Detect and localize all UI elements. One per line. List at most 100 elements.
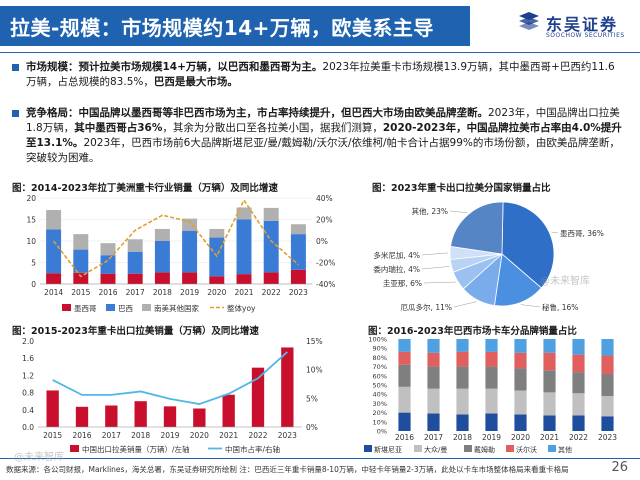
- bar-墨西哥: [209, 276, 225, 284]
- legend-label: 巴西: [118, 304, 133, 313]
- pie-slice: [501, 201, 555, 289]
- bullet-square-icon: [12, 64, 19, 71]
- bar-其他: [427, 339, 440, 353]
- y-tick-label: 10: [26, 237, 36, 246]
- bar-沃尔沃: [485, 351, 498, 367]
- pie-leader: [421, 252, 449, 256]
- bullet-square-icon: [12, 110, 19, 117]
- bar-南美其他国家: [73, 234, 89, 250]
- share-line: [52, 351, 288, 405]
- y2-tick-label: 10%: [306, 366, 323, 375]
- bar-南美其他国家: [236, 207, 252, 220]
- legend-label: 大众/曼: [424, 445, 447, 454]
- bar-大众/曼: [514, 390, 527, 415]
- y2-tick-label: 15%: [306, 337, 323, 346]
- legend-label: 南美其他国家: [154, 303, 199, 313]
- bar-大众/曼: [543, 392, 556, 416]
- bar-南美其他国家: [154, 228, 170, 241]
- bullet-lead: 市场规模：: [26, 61, 79, 73]
- bullet-bold: 中国品牌以墨西哥等非巴西市场为主，市占率持续提升，但巴西大市场由欧美品牌垄断。: [78, 107, 489, 119]
- y-tick-label: 0.8: [22, 389, 34, 398]
- bar-大众/曼: [601, 396, 614, 417]
- bar-戴姆勒: [398, 364, 411, 387]
- page-title: 拉美-规模：市场规模约14+万辆，欧美系主导: [10, 16, 434, 40]
- bar-南美其他国家: [263, 207, 279, 221]
- y-tick-label: 2.0: [22, 337, 34, 346]
- bar-戴姆勒: [601, 373, 614, 397]
- footer-source: 数据来源：各公司财报，Marklines，海关总署，东吴证券研究所绘制 注：巴西…: [6, 465, 569, 474]
- legend-swatch: [548, 445, 556, 452]
- chart1-title: 图：2014-2023年拉丁美洲重卡行业销量（万辆）及同比增速: [12, 183, 278, 194]
- x-tick-label: 2022: [248, 431, 267, 440]
- y-tick-label: 10%: [373, 418, 387, 426]
- y-tick-label: 50%: [373, 382, 387, 390]
- pie-label: 圭亚那, 6%: [383, 278, 422, 288]
- legend-label: 斯堪尼亚: [374, 445, 402, 454]
- chart4-svg: 0% 10%20%30%40%50% 60%70%80%90%100% 2016 201…: [364, 336, 617, 454]
- brand-logo: 东吴证券 SOOCHOW SECURITIES: [516, 8, 634, 48]
- bar-斯堪尼亚: [456, 414, 469, 431]
- y-tick-label: 0.0: [22, 423, 34, 432]
- bar-南美其他国家: [209, 228, 225, 238]
- pie-slice: [450, 201, 504, 255]
- bar-斯堪尼亚: [601, 416, 614, 431]
- logo-mark-icon: [519, 12, 539, 30]
- y-tick-label: 0.4: [22, 406, 34, 415]
- pie-slice: [493, 253, 542, 307]
- x-tick-label: 2015: [43, 431, 62, 440]
- chart3: 0.0 0.4 0.8 1.2 1.6 2.0 15% 10% 5% 0% 2015 2016 2017…: [12, 335, 342, 457]
- x-tick-label: 2014: [44, 288, 63, 297]
- x-tick-label: 2022: [569, 433, 588, 442]
- bar-export: [46, 390, 59, 427]
- x-tick-label: 2016: [395, 433, 414, 442]
- bar-墨西哥: [290, 269, 306, 284]
- bar-其他: [601, 339, 614, 356]
- legend-swatch: [142, 304, 151, 311]
- bar-export: [222, 394, 235, 427]
- chart4: 0% 10% 20% 30% 40% 50% 60% 70% 80% 90% 100% 2016 201…: [360, 335, 630, 457]
- bar-大众/曼: [427, 388, 440, 414]
- bar-大众/曼: [398, 386, 411, 413]
- chart2: 墨西哥, 36% 秘鲁, 16% 厄瓜多尔, 11% 圭亚那, 6% 委内瑞拉, 4% 多…: [360, 192, 630, 317]
- bar-export: [281, 347, 294, 427]
- bullet-text: 2023年拉美重卡市场规模13.9万辆，其中墨西哥+巴西约11.6万辆，占总规模…: [26, 61, 615, 88]
- legend-label: 整体yoy: [227, 303, 256, 313]
- bar-大众/曼: [456, 388, 469, 415]
- bar-沃尔沃: [398, 351, 411, 365]
- y-tick-label: 30%: [373, 400, 387, 408]
- bar-斯堪尼亚: [514, 414, 527, 431]
- bar-沃尔沃: [601, 355, 614, 374]
- bar-墨西哥: [154, 272, 170, 284]
- pie-leader: [520, 304, 541, 308]
- y-tick-label: 0%: [377, 428, 387, 436]
- bar-斯堪尼亚: [398, 412, 411, 431]
- x-tick-label: 2017: [424, 433, 443, 442]
- y-tick-label: 0: [31, 280, 36, 289]
- bar-沃尔沃: [514, 352, 527, 369]
- y-tick-label: 60%: [373, 372, 387, 380]
- page-number: 26: [611, 460, 628, 475]
- bar-巴西: [263, 220, 279, 273]
- y-tick-label: 1.2: [22, 371, 34, 380]
- legend-swatch: [106, 304, 115, 311]
- bullet-bold: 巴西是最大市场。: [153, 76, 238, 88]
- legend-label: 中国出口拉美销量（万辆）/左轴: [82, 444, 190, 454]
- y-tick-label: 100%: [368, 336, 387, 344]
- legend-swatch: [62, 304, 71, 311]
- x-tick-label: 2017: [102, 431, 121, 440]
- y2-tick-label: 0%: [316, 237, 328, 246]
- pie-leader: [453, 301, 477, 308]
- y-tick-label: 15: [26, 216, 36, 225]
- bar-墨西哥: [100, 273, 116, 284]
- bar-巴西: [127, 251, 143, 274]
- bar-沃尔沃: [543, 352, 556, 371]
- y2-tick-label: -20%: [316, 259, 335, 268]
- y2-tick-label: 20%: [316, 216, 333, 225]
- legend-swatch: [464, 445, 472, 452]
- x-tick-label: 2020: [511, 433, 530, 442]
- bar-南美其他国家: [46, 210, 62, 230]
- chart2-title: 图：2023年重卡出口拉美分国家销量占比: [372, 183, 551, 194]
- bar-export: [75, 406, 89, 427]
- x-tick-label: 2016: [98, 288, 117, 297]
- header-divider: [0, 52, 640, 53]
